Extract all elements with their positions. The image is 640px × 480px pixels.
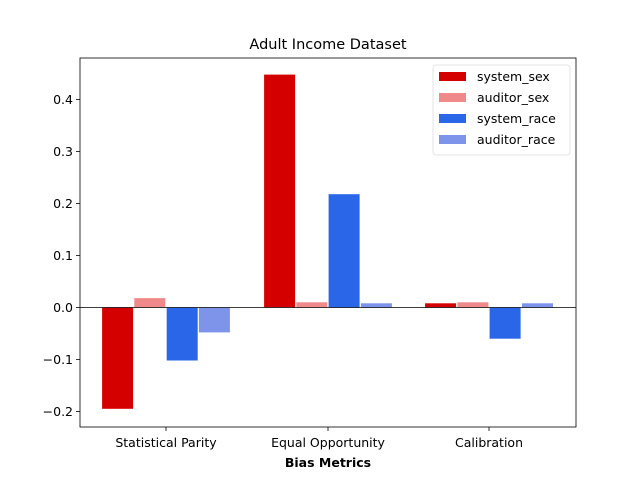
legend-frame [432,64,571,156]
bar-auditor_sex-1 [296,302,328,308]
bar-system_race-2 [489,307,521,339]
y-tick-label: 0.0 [53,300,73,315]
bar-system_race-0 [166,307,198,361]
legend-label-auditor_sex: auditor_sex [477,90,549,105]
bar-system_sex-2 [425,303,457,308]
legend-swatch-auditor_sex [439,93,466,102]
bar-auditor_race-2 [522,303,553,308]
y-tick-label: 0.2 [53,196,73,211]
legend-label-system_race: system_race [477,111,556,126]
y-tick-label: 0.3 [53,144,73,159]
bar-auditor_sex-2 [457,302,489,308]
x-tick-label: Equal Opportunity [271,435,385,450]
legend-label-auditor_race: auditor_race [477,132,556,147]
legend-swatch-system_race [439,114,466,123]
x-tick-label: Calibration [455,435,523,450]
x-axis-label: Bias Metrics [285,455,371,470]
chart-title: Adult Income Dataset [249,37,406,53]
legend-label-system_sex: system_sex [477,69,550,84]
y-tick-label: 0.1 [53,248,73,263]
y-tick-label: −0.2 [43,404,73,419]
bar-auditor_race-0 [198,307,230,333]
bar-auditor_race-1 [360,303,392,308]
bar-auditor_sex-0 [134,298,166,308]
y-tick-label: 0.4 [53,92,73,107]
plot-area: −0.2 −0.1 0.0 0.1 0.2 0.3 0.4 Statistical Parit… [43,57,577,450]
bar-system_sex-1 [264,74,296,308]
legend: system_sex auditor_sex system_race auditor_… [432,64,571,156]
x-tick-label: Statistical Parity [115,435,217,450]
legend-swatch-auditor_race [439,135,466,144]
legend-swatch-system_sex [439,72,466,81]
bar-system_race-1 [328,194,360,308]
y-tick-label: −0.1 [43,352,73,367]
bar-system_sex-0 [102,307,134,409]
